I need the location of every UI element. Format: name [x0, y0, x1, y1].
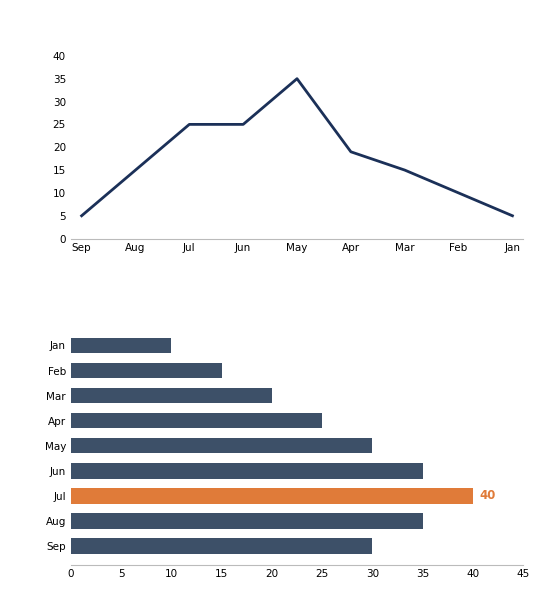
Text: © Corporate Finance Institute®. All rights reserved.: © Corporate Finance Institute®. All righ… — [11, 10, 235, 19]
Bar — [71, 363, 222, 378]
Bar — [71, 513, 423, 529]
Bar — [71, 438, 372, 453]
Text: Charts and Graphs Template: Charts and Graphs Template — [155, 30, 390, 45]
Bar — [71, 413, 322, 429]
Bar — [71, 538, 372, 554]
Bar — [71, 488, 473, 504]
Text: 40: 40 — [479, 489, 495, 503]
Bar — [71, 388, 272, 404]
Bar — [71, 463, 423, 478]
Bar — [71, 337, 171, 353]
